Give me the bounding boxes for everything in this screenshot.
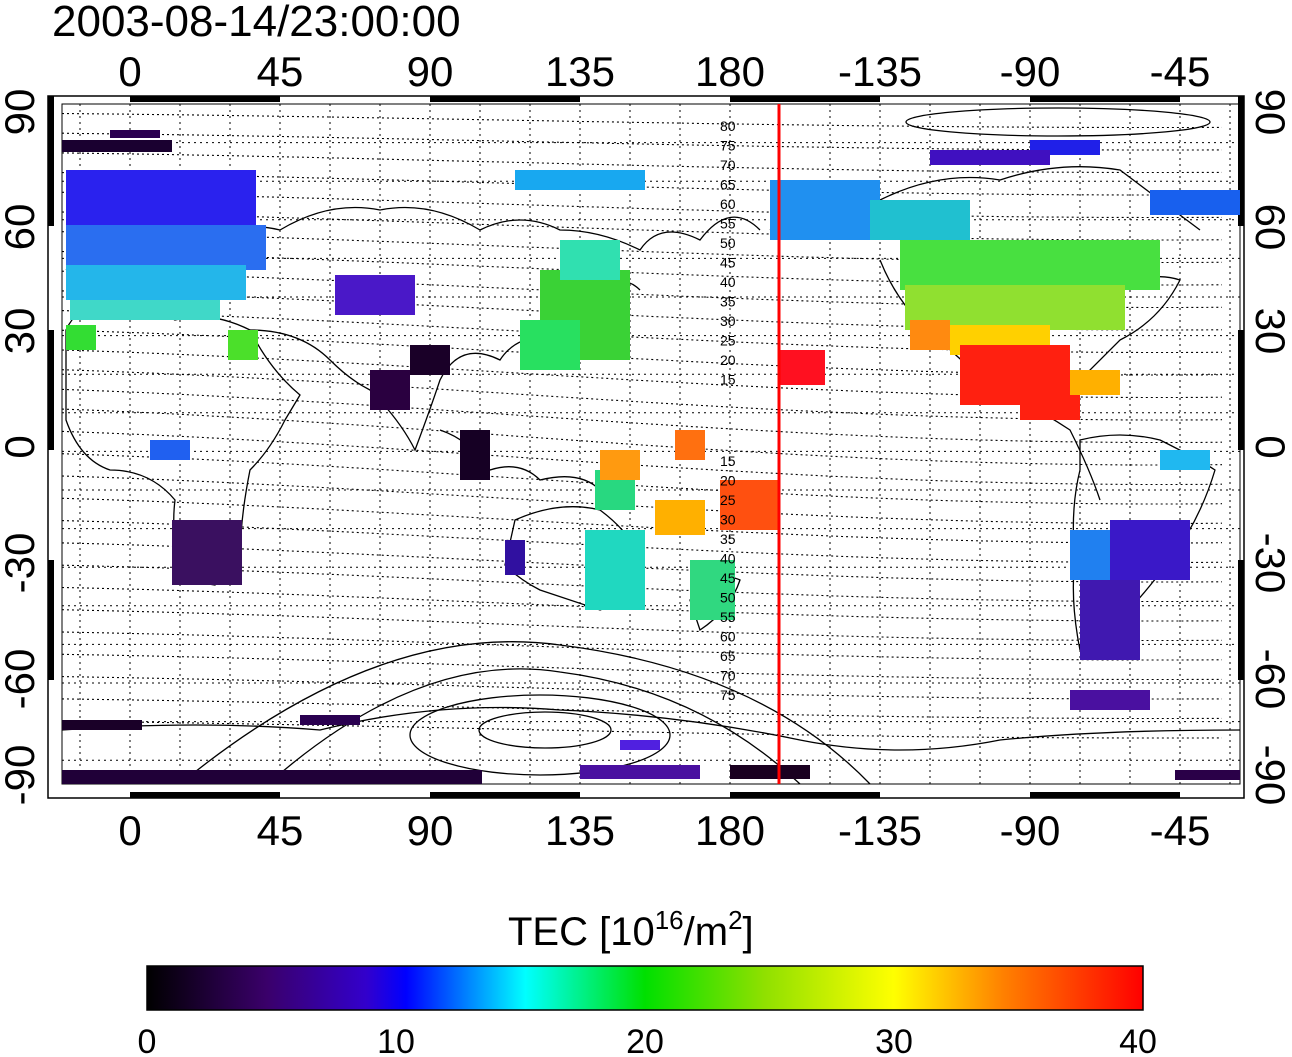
lon-ticks-bottom: 0 45 90 135 180 -135 -90 -45 bbox=[118, 807, 1210, 854]
contour-line bbox=[62, 653, 1222, 681]
contour-line bbox=[62, 430, 1223, 486]
contour-line bbox=[62, 132, 1223, 151]
lat-tick-right: -90 bbox=[1247, 745, 1292, 806]
contour-label: 70 bbox=[720, 157, 736, 173]
contour-label: 30 bbox=[720, 313, 736, 329]
contour-line bbox=[62, 191, 1222, 219]
contour-line bbox=[62, 349, 1223, 399]
lon-tick-top: -135 bbox=[838, 48, 922, 95]
lon-tick-bottom: -90 bbox=[1000, 807, 1061, 854]
contour-label: 40 bbox=[720, 551, 736, 567]
contour-label: 45 bbox=[720, 255, 736, 271]
contour-label: 15 bbox=[720, 372, 736, 388]
lon-tick-bottom: 180 bbox=[695, 807, 765, 854]
contour-line bbox=[62, 250, 1223, 286]
contour-label: 60 bbox=[720, 196, 736, 212]
contour-label: 60 bbox=[720, 629, 736, 645]
lat-tick-right: 0 bbox=[1247, 435, 1292, 458]
lon-tick-top: -90 bbox=[1000, 48, 1061, 95]
colorbar-tick: 20 bbox=[626, 1023, 664, 1057]
contour-labels-south: 15 20 25 30 35 40 45 50 55 60 65 70 75 bbox=[720, 453, 736, 703]
contour-label: 50 bbox=[720, 590, 736, 606]
lon-tick-top: 0 bbox=[118, 48, 141, 95]
contour-line bbox=[62, 270, 1223, 309]
contour-line bbox=[62, 231, 1223, 264]
contour-label: 65 bbox=[720, 177, 736, 193]
contour-line bbox=[62, 408, 1223, 466]
contour-label: 35 bbox=[720, 294, 736, 310]
lat-ticks-left: 90 60 30 0 -30 -60 -90 bbox=[0, 89, 43, 806]
contour-line bbox=[62, 453, 1223, 505]
contour-label: 20 bbox=[720, 473, 736, 489]
lat-tick-right: 90 bbox=[1247, 89, 1292, 136]
lat-tick-left: 60 bbox=[0, 204, 43, 251]
colorbar-tick: 10 bbox=[377, 1023, 415, 1057]
contour-line bbox=[62, 369, 1223, 421]
lon-tick-bottom: 90 bbox=[407, 807, 454, 854]
lat-lon-grid bbox=[62, 104, 1240, 784]
contour-line bbox=[62, 609, 1223, 642]
contour-label: 35 bbox=[720, 531, 736, 547]
frame-edge-bars bbox=[48, 96, 1244, 798]
lon-tick-bottom: 0 bbox=[118, 807, 141, 854]
contour-label: 45 bbox=[720, 570, 736, 586]
lat-tick-right: -30 bbox=[1247, 533, 1292, 594]
colorbar-tick: 30 bbox=[875, 1023, 913, 1057]
lat-tick-left: 0 bbox=[0, 435, 43, 458]
contour-line bbox=[62, 475, 1223, 525]
contour-label: 55 bbox=[720, 609, 736, 625]
lon-tick-top: 90 bbox=[407, 48, 454, 95]
contour-label: 25 bbox=[720, 492, 736, 508]
contour-line bbox=[62, 631, 1223, 661]
contour-label: 50 bbox=[720, 235, 736, 251]
contour-label: 20 bbox=[720, 352, 736, 368]
colorbar-tick: 40 bbox=[1119, 1023, 1157, 1057]
contour-label: 25 bbox=[720, 333, 736, 349]
lon-tick-bottom: 135 bbox=[545, 807, 615, 854]
contour-line bbox=[62, 211, 1223, 241]
lat-tick-left: 30 bbox=[0, 308, 43, 355]
lon-tick-top: -45 bbox=[1150, 48, 1211, 95]
lat-ticks-right: 90 60 30 0 -30 -60 -90 bbox=[1247, 89, 1292, 806]
contour-label: 75 bbox=[720, 687, 736, 703]
lon-tick-top: 135 bbox=[545, 48, 615, 95]
colorbar-ticks: 0 10 20 30 40 bbox=[138, 1023, 1157, 1057]
lon-ticks-top: 0 45 90 135 180 -135 -90 -45 bbox=[118, 48, 1210, 95]
contour-label: 65 bbox=[720, 648, 736, 664]
contour-line bbox=[62, 497, 1223, 544]
contour-label: 55 bbox=[720, 216, 736, 232]
contour-line bbox=[62, 310, 1223, 354]
lat-tick-right: -60 bbox=[1247, 649, 1292, 710]
contour-line bbox=[62, 290, 1223, 331]
lon-tick-bottom: -135 bbox=[838, 807, 922, 854]
lat-tick-right: 60 bbox=[1247, 204, 1292, 251]
contour-label: 40 bbox=[720, 274, 736, 290]
lat-tick-right: 30 bbox=[1247, 308, 1292, 355]
lat-tick-left: -30 bbox=[0, 533, 43, 594]
colorbar-title: TEC [1016/m2] bbox=[508, 905, 754, 954]
contour-label: 30 bbox=[720, 512, 736, 528]
lon-tick-top: 180 bbox=[695, 48, 765, 95]
contour-line bbox=[62, 329, 1223, 376]
contour-line bbox=[62, 698, 1222, 720]
colorbar bbox=[146, 965, 1144, 1011]
lon-tick-bottom: 45 bbox=[257, 807, 304, 854]
contour-label: 75 bbox=[720, 138, 736, 154]
contour-line bbox=[62, 112, 1223, 129]
lon-tick-bottom: -45 bbox=[1150, 807, 1211, 854]
lat-tick-left: -60 bbox=[0, 649, 43, 710]
colorbar-tick: 0 bbox=[138, 1023, 157, 1057]
contour-label: 15 bbox=[720, 453, 736, 469]
contour-label: 70 bbox=[720, 668, 736, 684]
contour-line bbox=[62, 676, 1222, 700]
lat-tick-left: -90 bbox=[0, 745, 43, 806]
contour-labels-north: 80 75 70 65 60 55 50 45 40 35 30 25 20 15 bbox=[720, 118, 736, 388]
tec-data-points bbox=[62, 130, 1240, 784]
lat-tick-left: 90 bbox=[0, 89, 43, 136]
timestamp-title: 2003-08-14/23:00:00 bbox=[52, 0, 461, 46]
lon-tick-top: 45 bbox=[257, 48, 304, 95]
contour-line bbox=[62, 388, 1223, 444]
contour-label: 80 bbox=[720, 118, 736, 134]
